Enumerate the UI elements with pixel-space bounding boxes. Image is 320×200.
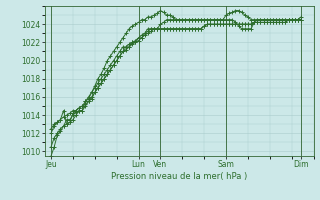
X-axis label: Pression niveau de la mer( hPa ): Pression niveau de la mer( hPa ) <box>111 172 247 181</box>
